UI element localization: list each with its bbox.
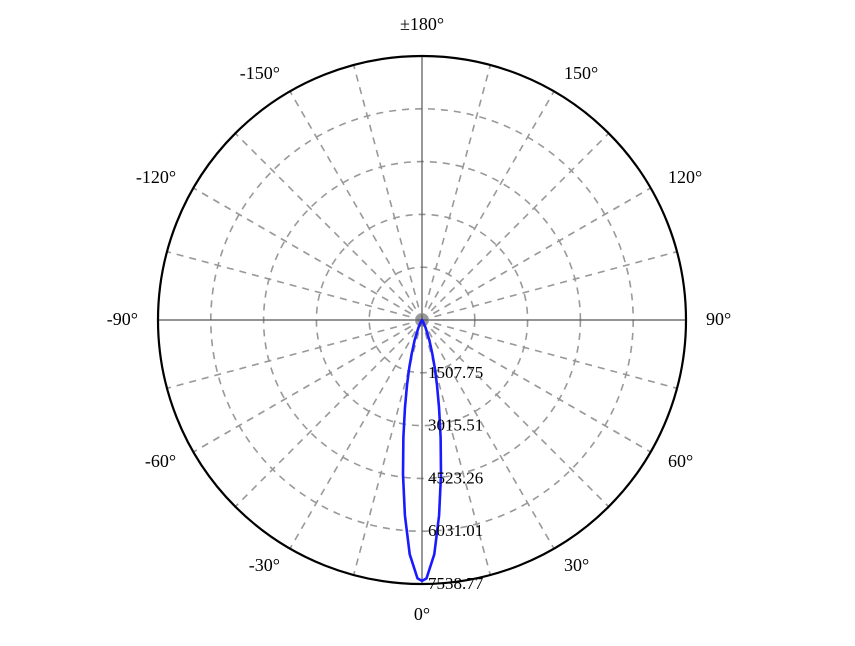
angle-label: -150° xyxy=(240,63,280,83)
angle-label: 90° xyxy=(706,309,731,329)
radial-tick-label: 7538.77 xyxy=(428,574,484,593)
angle-label: -90° xyxy=(107,309,138,329)
angle-label: -120° xyxy=(136,167,176,187)
angle-label: ±180° xyxy=(400,14,444,34)
angle-label: -30° xyxy=(249,555,280,575)
radial-tick-label: 6031.01 xyxy=(428,521,483,540)
angle-label: 120° xyxy=(668,167,702,187)
radial-tick-label: 4523.26 xyxy=(428,468,483,487)
angle-label: 150° xyxy=(564,63,598,83)
radial-tick-label: 3015.51 xyxy=(428,416,483,435)
angle-label: 0° xyxy=(414,604,430,624)
angle-label: 30° xyxy=(564,555,589,575)
angle-label: -60° xyxy=(145,451,176,471)
polar-chart-svg: 1507.75 3015.51 4523.26 6031.01 7538.77 0° 30°… xyxy=(0,0,855,646)
radial-tick-label: 1507.75 xyxy=(428,363,483,382)
angle-label: 60° xyxy=(668,451,693,471)
polar-chart: 1507.75 3015.51 4523.26 6031.01 7538.77 0° 30°… xyxy=(0,0,855,646)
